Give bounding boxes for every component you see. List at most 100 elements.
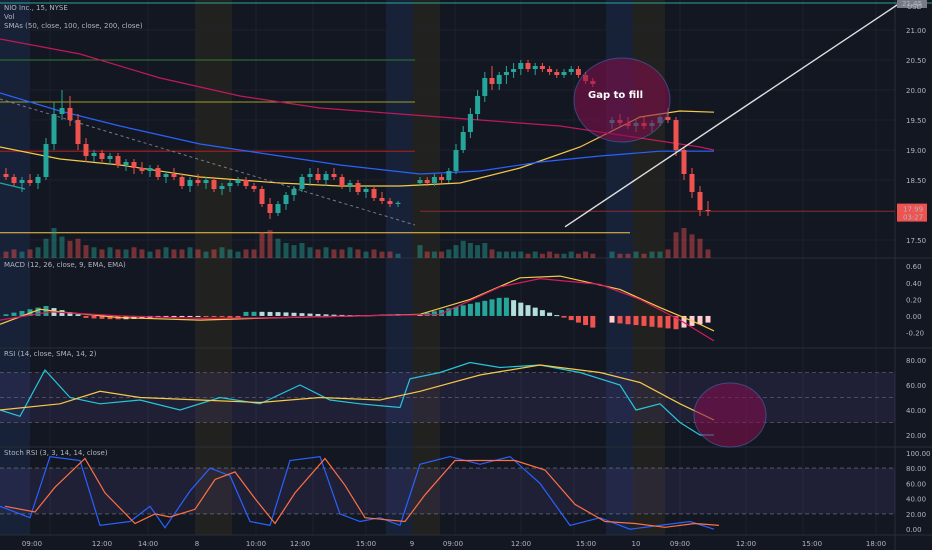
candle-body-53 — [439, 177, 445, 180]
rsi-tick-1: 60.00 — [906, 382, 926, 390]
volume-bar-3 — [27, 249, 33, 258]
macd-tick-1: 0.40 — [906, 280, 922, 288]
candle-body-4 — [35, 177, 41, 183]
volume-bar-83 — [673, 232, 679, 258]
candle-body-15 — [123, 162, 129, 165]
dashed-trendline — [0, 98, 416, 226]
macd-hist-74 — [590, 315, 596, 328]
macd-hist-5 — [43, 305, 49, 316]
volume-bar-57 — [467, 243, 473, 258]
time-tick-8: 09:00 — [443, 540, 463, 548]
volume-bar-5 — [43, 238, 49, 258]
volume-bar-56 — [460, 240, 466, 258]
macd-hist-20 — [163, 315, 169, 317]
volume-bar-37 — [299, 243, 305, 258]
candle-body-52 — [431, 177, 437, 183]
candle-body-84 — [681, 150, 687, 174]
macd-hist-69 — [554, 315, 560, 317]
candle-body-82 — [665, 117, 671, 120]
last-price-value: 17.99 — [903, 206, 923, 214]
candle-body-21 — [171, 174, 177, 177]
volume-bar-17 — [139, 249, 145, 258]
macd-hist-76 — [617, 315, 623, 324]
candle-body-0 — [3, 174, 9, 177]
macd-hist-35 — [283, 312, 289, 316]
volume-bar-36 — [291, 245, 297, 258]
volume-bar-58 — [475, 245, 481, 258]
time-tick-4: 10:00 — [246, 540, 266, 548]
volume-bar-7 — [59, 236, 65, 258]
macd-hist-29 — [235, 315, 241, 319]
volume-bars — [3, 228, 711, 258]
candle-body-24 — [195, 180, 201, 183]
candle-body-19 — [155, 168, 161, 177]
smas-legend[interactable]: SMAs (50, close, 100, close, 200, close) — [4, 22, 143, 30]
volume-bar-66 — [532, 251, 538, 258]
candle-body-85 — [689, 174, 695, 192]
short-trend-line — [0, 182, 26, 190]
macd-hist-54 — [446, 308, 452, 316]
macd-hist-28 — [227, 315, 233, 318]
candle-body-33 — [267, 204, 273, 213]
stoch-legend[interactable]: Stoch RSI (3, 3, 14, 14, close) — [4, 449, 108, 457]
macd-hist-23 — [187, 315, 193, 317]
time-tick-1: 12:00 — [92, 540, 112, 548]
macd-hist-11 — [91, 315, 97, 319]
candle-body-22 — [179, 177, 185, 186]
macd-hist-24 — [195, 315, 201, 317]
volume-bar-85 — [689, 234, 695, 258]
macd-hist-73 — [583, 315, 589, 326]
volume-bar-76 — [617, 253, 623, 258]
macd-hist-10 — [83, 315, 89, 318]
volume-bar-73 — [583, 251, 589, 258]
macd-hist-75 — [609, 315, 615, 323]
macd-hist-87 — [705, 315, 711, 323]
rsi-legend[interactable]: RSI (14, close, SMA, 14, 2) — [4, 350, 97, 358]
macd-hist-56 — [460, 305, 466, 316]
rsi-tick-0: 80.00 — [906, 357, 926, 365]
symbol-title[interactable]: NIO Inc., 15, NYSE — [4, 4, 68, 12]
stoch-tick-5: 0.00 — [906, 526, 922, 534]
vol-legend[interactable]: Vol — [4, 13, 15, 21]
volume-bar-18 — [147, 251, 153, 258]
candle-body-7 — [59, 108, 65, 114]
candle-body-58 — [475, 96, 481, 114]
candle-body-61 — [496, 75, 502, 84]
volume-bar-84 — [681, 228, 687, 258]
macd-hist-79 — [641, 315, 647, 326]
candle-body-20 — [163, 174, 169, 177]
volume-bar-46 — [371, 249, 377, 258]
gap-annotation[interactable]: Gap to fill — [588, 90, 643, 101]
volume-bar-54 — [446, 249, 452, 258]
time-tick-7: 9 — [410, 540, 414, 548]
price-candles — [3, 60, 711, 219]
stoch-d-line — [4, 457, 720, 528]
candle-body-72 — [575, 69, 581, 75]
volume-bar-67 — [539, 253, 545, 258]
macd-hist-68 — [547, 312, 553, 316]
stoch-k-line — [0, 455, 715, 530]
macd-hist-38 — [307, 313, 313, 316]
volume-bar-79 — [641, 253, 647, 258]
candle-body-10 — [83, 144, 89, 156]
macd-legend[interactable]: MACD (12, 26, close, 9, EMA, EMA) — [4, 261, 126, 269]
gap-ellipse — [573, 57, 671, 143]
macd-hist-17 — [139, 315, 145, 319]
candle-body-29 — [235, 180, 241, 183]
volume-bar-25 — [203, 251, 209, 258]
candle-body-86 — [697, 192, 703, 210]
alert-badge — [897, 0, 927, 8]
volume-bar-9 — [75, 238, 81, 258]
candle-body-42 — [339, 177, 345, 186]
volume-bar-26 — [211, 249, 217, 258]
volume-bar-29 — [235, 251, 241, 258]
macd-hist-2 — [19, 310, 25, 316]
candle-body-34 — [275, 204, 281, 213]
macd-signal-line — [0, 277, 715, 342]
volume-bar-15 — [123, 249, 129, 258]
volume-bar-23 — [187, 247, 193, 258]
volume-bar-21 — [171, 249, 177, 258]
session-band-1 — [195, 0, 232, 535]
volume-bar-14 — [115, 249, 121, 258]
volume-bar-11 — [91, 247, 97, 258]
